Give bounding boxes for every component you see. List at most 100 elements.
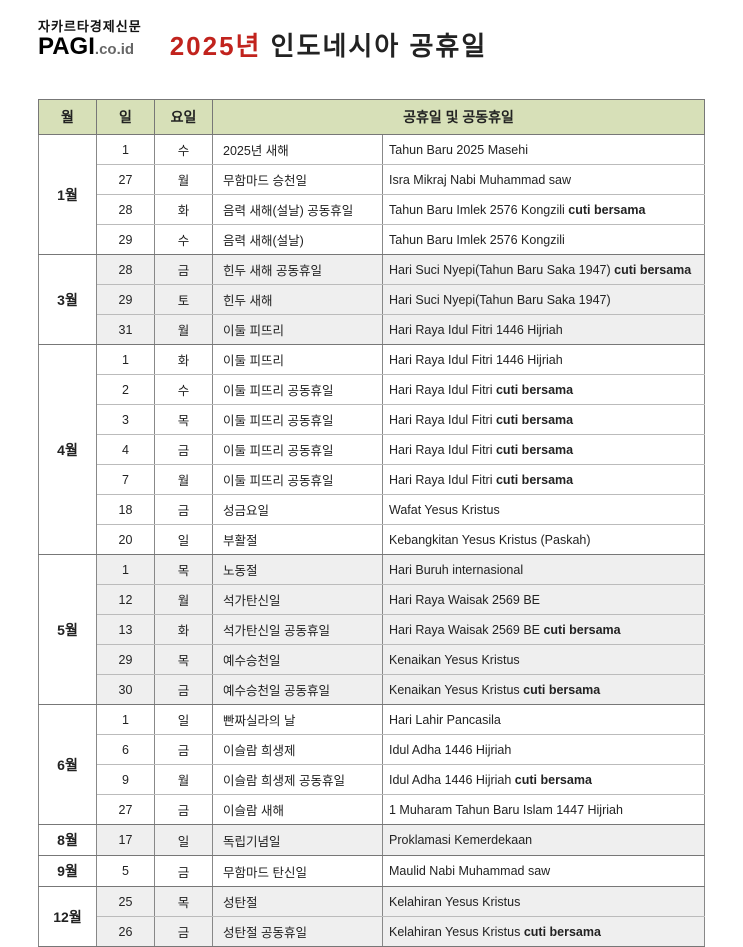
table-row: 29토힌두 새해Hari Suci Nyepi(Tahun Baru Saka … [39, 285, 705, 315]
table-row: 6금이슬람 희생제Idul Adha 1446 Hijriah [39, 735, 705, 765]
cell-dow: 월 [155, 765, 213, 795]
cell-kr: 무함마드 탄신일 [213, 856, 383, 887]
logo: 자카르타경제신문 PAGI.co.id [38, 20, 142, 59]
cell-id: 1 Muharam Tahun Baru Islam 1447 Hijriah [383, 795, 705, 825]
cell-kr: 이슬람 희생제 공동휴일 [213, 765, 383, 795]
cell-day: 4 [97, 435, 155, 465]
cell-month: 6월 [39, 705, 97, 825]
cell-kr: 성탄절 공동휴일 [213, 917, 383, 947]
cell-kr: 이둘 피뜨리 공동휴일 [213, 435, 383, 465]
cell-kr: 이둘 피뜨리 공동휴일 [213, 375, 383, 405]
cell-kr: 예수승천일 공동휴일 [213, 675, 383, 705]
table-row: 27금이슬람 새해1 Muharam Tahun Baru Islam 1447… [39, 795, 705, 825]
cell-id: Hari Raya Waisak 2569 BE [383, 585, 705, 615]
cell-dow: 금 [155, 435, 213, 465]
cell-kr: 석가탄신일 공동휴일 [213, 615, 383, 645]
cell-dow: 일 [155, 705, 213, 735]
cell-day: 5 [97, 856, 155, 887]
cell-day: 27 [97, 795, 155, 825]
cell-dow: 목 [155, 405, 213, 435]
cell-id: Idul Adha 1446 Hijriah [383, 735, 705, 765]
table-row: 31월이둘 피뜨리Hari Raya Idul Fitri 1446 Hijri… [39, 315, 705, 345]
holiday-table: 월 일 요일 공휴일 및 공동휴일 1월1수2025년 새해Tahun Baru… [38, 99, 705, 947]
th-desc: 공휴일 및 공동휴일 [213, 100, 705, 135]
cell-day: 20 [97, 525, 155, 555]
cell-dow: 화 [155, 345, 213, 375]
cell-dow: 금 [155, 675, 213, 705]
cell-id: Tahun Baru 2025 Masehi [383, 135, 705, 165]
cell-id: Hari Raya Idul Fitri cuti bersama [383, 405, 705, 435]
header: 자카르타경제신문 PAGI.co.id 2025년 인도네시아 공휴일 [38, 20, 705, 63]
cell-id: Hari Suci Nyepi(Tahun Baru Saka 1947) [383, 285, 705, 315]
cell-id: Maulid Nabi Muhammad saw [383, 856, 705, 887]
table-row: 4금이둘 피뜨리 공동휴일Hari Raya Idul Fitri cuti b… [39, 435, 705, 465]
cell-dow: 월 [155, 165, 213, 195]
cell-day: 9 [97, 765, 155, 795]
th-dow: 요일 [155, 100, 213, 135]
cell-day: 29 [97, 645, 155, 675]
table-row: 1월1수2025년 새해Tahun Baru 2025 Masehi [39, 135, 705, 165]
logo-tagline: 자카르타경제신문 [38, 20, 142, 34]
table-row: 29수음력 새해(설날)Tahun Baru Imlek 2576 Kongzi… [39, 225, 705, 255]
cell-day: 25 [97, 887, 155, 917]
cell-dow: 목 [155, 887, 213, 917]
cell-id: Hari Raya Idul Fitri cuti bersama [383, 465, 705, 495]
cell-day: 26 [97, 917, 155, 947]
cell-dow: 금 [155, 735, 213, 765]
cell-dow: 일 [155, 825, 213, 856]
cell-day: 28 [97, 195, 155, 225]
cell-kr: 이슬람 새해 [213, 795, 383, 825]
cell-kr: 음력 새해(설날) [213, 225, 383, 255]
table-row: 12월25목성탄절Kelahiran Yesus Kristus [39, 887, 705, 917]
logo-brand-main: PAGI [38, 33, 95, 60]
table-row: 30금예수승천일 공동휴일Kenaikan Yesus Kristus cuti… [39, 675, 705, 705]
cell-day: 12 [97, 585, 155, 615]
cell-dow: 월 [155, 465, 213, 495]
cell-day: 1 [97, 705, 155, 735]
cell-dow: 수 [155, 135, 213, 165]
cell-dow: 수 [155, 225, 213, 255]
cell-kr: 성금요일 [213, 495, 383, 525]
cell-dow: 목 [155, 555, 213, 585]
cell-dow: 금 [155, 856, 213, 887]
cell-id: Tahun Baru Imlek 2576 Kongzili cuti bers… [383, 195, 705, 225]
cell-id: Hari Raya Idul Fitri 1446 Hijriah [383, 315, 705, 345]
cell-id: Hari Raya Waisak 2569 BE cuti bersama [383, 615, 705, 645]
cell-kr: 음력 새해(설날) 공동휴일 [213, 195, 383, 225]
cell-day: 18 [97, 495, 155, 525]
cell-kr: 이둘 피뜨리 [213, 345, 383, 375]
cell-day: 3 [97, 405, 155, 435]
logo-brand-suffix: .co.id [95, 41, 134, 58]
cell-id: Hari Suci Nyepi(Tahun Baru Saka 1947) cu… [383, 255, 705, 285]
cell-id: Hari Raya Idul Fitri cuti bersama [383, 375, 705, 405]
cell-dow: 금 [155, 917, 213, 947]
table-row: 5월1목노동절Hari Buruh internasional [39, 555, 705, 585]
bold-suffix: cuti bersama [524, 925, 601, 939]
cell-day: 28 [97, 255, 155, 285]
cell-day: 13 [97, 615, 155, 645]
cell-kr: 이둘 피뜨리 [213, 315, 383, 345]
cell-month: 12월 [39, 887, 97, 947]
cell-day: 31 [97, 315, 155, 345]
cell-dow: 목 [155, 645, 213, 675]
cell-kr: 힌두 새해 [213, 285, 383, 315]
bold-suffix: cuti bersama [614, 263, 691, 277]
table-row: 4월1화이둘 피뜨리Hari Raya Idul Fitri 1446 Hijr… [39, 345, 705, 375]
bold-suffix: cuti bersama [496, 443, 573, 457]
cell-id: Kelahiran Yesus Kristus [383, 887, 705, 917]
table-row: 6월1일빤짜실라의 날Hari Lahir Pancasila [39, 705, 705, 735]
cell-month: 1월 [39, 135, 97, 255]
cell-kr: 독립기념일 [213, 825, 383, 856]
table-row: 29목예수승천일Kenaikan Yesus Kristus [39, 645, 705, 675]
cell-dow: 화 [155, 195, 213, 225]
cell-kr: 이슬람 희생제 [213, 735, 383, 765]
cell-id: Hari Raya Idul Fitri 1446 Hijriah [383, 345, 705, 375]
cell-dow: 월 [155, 585, 213, 615]
bold-suffix: cuti bersama [543, 623, 620, 637]
cell-kr: 석가탄신일 [213, 585, 383, 615]
th-month: 월 [39, 100, 97, 135]
cell-day: 1 [97, 345, 155, 375]
cell-month: 3월 [39, 255, 97, 345]
cell-kr: 이둘 피뜨리 공동휴일 [213, 465, 383, 495]
cell-day: 1 [97, 135, 155, 165]
